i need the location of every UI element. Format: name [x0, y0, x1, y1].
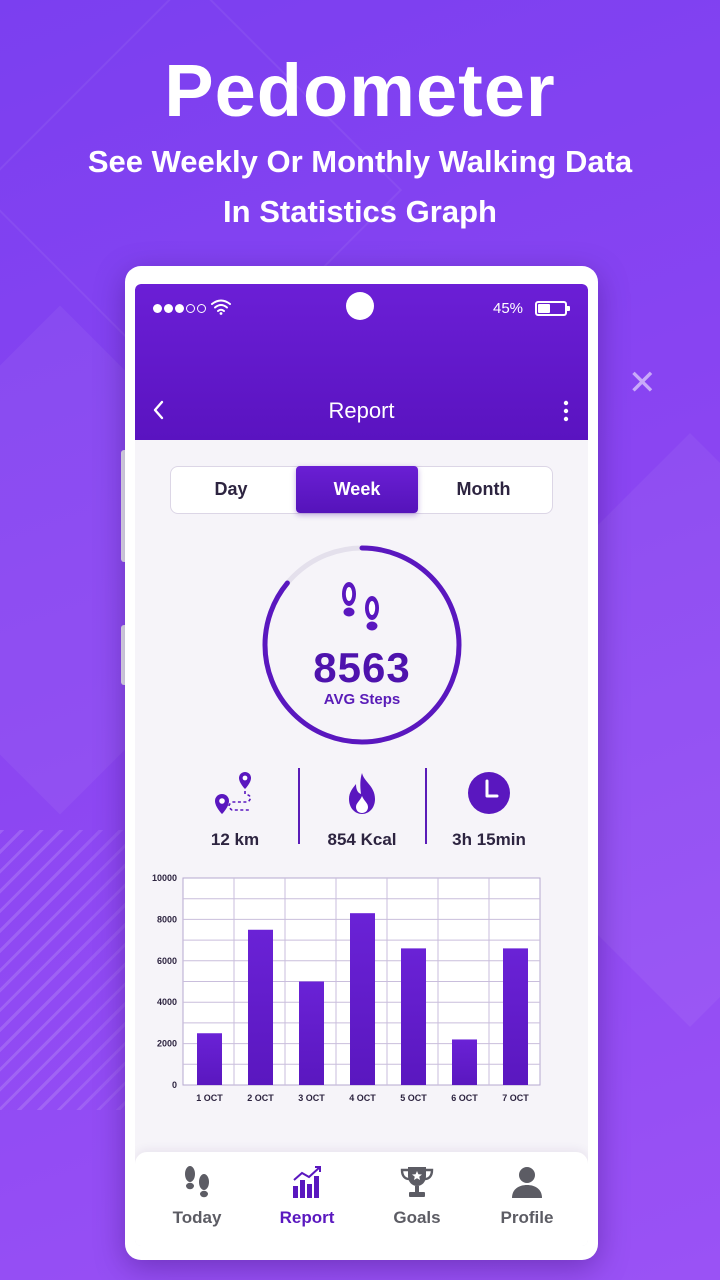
nav-goals-label: Goals [393, 1208, 441, 1227]
y-tick-label: 0 [172, 1080, 177, 1090]
chart-bar [503, 948, 528, 1085]
y-tick-label: 10000 [152, 874, 177, 883]
wifi-icon [211, 299, 231, 315]
ring-progress [262, 545, 462, 745]
tab-week[interactable]: Week [296, 466, 418, 513]
stat-calories: 854 Kcal [302, 770, 422, 850]
chevron-left-icon[interactable] [149, 396, 169, 424]
signal-dot [175, 304, 184, 313]
weekly-steps-chart: 10000 8000 6000 4000 2000 0 1 OCT 2 OCT 3 OCT 4 O… [152, 874, 541, 1103]
signal-dot [197, 304, 206, 313]
chart-bar [452, 1039, 477, 1085]
promo-headline: Pedometer [164, 49, 556, 132]
nav-report-label: Report [279, 1208, 335, 1227]
more-vertical-icon[interactable] [559, 399, 573, 423]
avg-steps-label: AVG Steps [323, 691, 401, 708]
chart-bar [248, 929, 273, 1085]
footprints-icon [185, 1166, 209, 1198]
signal-dot [186, 304, 195, 313]
chart-bar [197, 1033, 222, 1085]
stat-duration: 3h 15min [429, 770, 549, 850]
trophy-icon [400, 1167, 434, 1197]
x-tick-label: 6 OCT [451, 1093, 478, 1103]
footsteps-icon [342, 582, 379, 631]
stat-calories-value: 854 Kcal [327, 830, 397, 849]
steps-progress-ring [262, 545, 462, 745]
route-icon [215, 772, 252, 814]
y-tick-label: 4000 [157, 997, 177, 1007]
y-tick-label: 8000 [157, 914, 177, 924]
user-icon [512, 1167, 542, 1198]
chart-bar [401, 948, 426, 1085]
battery-fill [538, 304, 550, 313]
nav-goals[interactable]: Goals [367, 1164, 467, 1228]
avg-steps-value: 8563 [313, 644, 411, 691]
stat-duration-value: 3h 15min [452, 830, 526, 849]
stat-divider [425, 768, 427, 844]
promo-subline-1: See Weekly Or Monthly Walking Data [87, 144, 633, 179]
phone-volume-button [121, 450, 127, 562]
phone-power-button [121, 625, 127, 685]
tab-day[interactable]: Day [214, 479, 248, 499]
chart-bar [299, 981, 324, 1085]
x-tick-label: 7 OCT [502, 1093, 529, 1103]
y-tick-label: 2000 [157, 1039, 177, 1049]
nav-today[interactable]: Today [147, 1164, 247, 1228]
x-tick-label: 3 OCT [298, 1093, 325, 1103]
chart-bar [350, 913, 375, 1085]
nav-today-label: Today [172, 1208, 222, 1227]
nav-profile[interactable]: Profile [477, 1164, 577, 1228]
battery-percent: 45% [493, 300, 524, 317]
battery-icon [535, 301, 570, 316]
tab-month[interactable]: Month [456, 479, 511, 499]
signal-dot [164, 304, 173, 313]
page-title: Report [328, 398, 395, 423]
period-segmented-control: Day Week Month [170, 466, 553, 514]
bottom-navigation: Today Report [135, 1152, 588, 1246]
flame-icon [349, 773, 375, 814]
stat-divider [298, 768, 300, 844]
bar-chart-icon [293, 1166, 321, 1198]
stat-distance: 12 km [175, 770, 295, 850]
x-tick-label: 1 OCT [196, 1093, 223, 1103]
nav-report[interactable]: Report [257, 1164, 357, 1228]
decor-close-icon: ✕ [628, 364, 657, 402]
signal-dot [153, 304, 162, 313]
x-tick-label: 4 OCT [349, 1093, 376, 1103]
nav-profile-label: Profile [500, 1208, 554, 1227]
camera-notch [346, 292, 374, 320]
x-tick-label: 2 OCT [247, 1093, 274, 1103]
y-tick-label: 6000 [157, 956, 177, 966]
x-tick-label: 5 OCT [400, 1093, 427, 1103]
phone-screen: 45% Report Day Week Month [135, 284, 588, 1246]
app-bar: 45% Report [135, 284, 588, 440]
signal-icon [153, 304, 206, 313]
clock-icon [468, 772, 510, 814]
promo-subline-2: In Statistics Graph [223, 194, 497, 229]
stat-distance-value: 12 km [210, 830, 260, 849]
phone-frame: 45% Report Day Week Month [125, 266, 598, 1260]
